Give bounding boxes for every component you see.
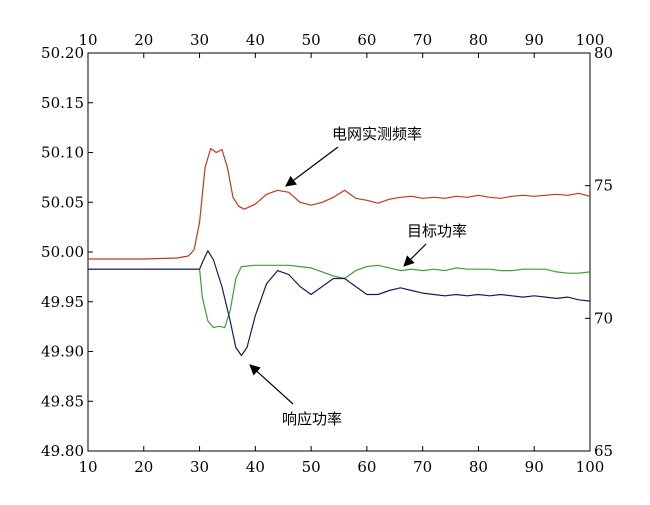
x-tick-label-bottom: 100 bbox=[576, 458, 605, 476]
x-tick-label-bottom: 50 bbox=[302, 458, 321, 476]
x-tick-label-bottom: 20 bbox=[134, 458, 153, 476]
x-tick-label-bottom: 90 bbox=[525, 458, 544, 476]
x-tick-label-bottom: 80 bbox=[469, 458, 488, 476]
annotation-response-power-arrow bbox=[249, 364, 294, 405]
y-left-tick-label: 50.10 bbox=[41, 144, 84, 162]
x-tick-label-bottom: 70 bbox=[413, 458, 432, 476]
x-tick-label-bottom: 60 bbox=[357, 458, 376, 476]
y-left-tick-label: 49.90 bbox=[41, 343, 84, 361]
bottom-x-axis: 10 20 30 40 50 60 70 80 90 100 bbox=[78, 446, 604, 476]
x-tick-label-bottom: 30 bbox=[190, 458, 209, 476]
x-tick-label-top: 20 bbox=[134, 31, 153, 49]
annotation-grid-frequency-arrow bbox=[285, 146, 339, 187]
x-tick-label-top: 60 bbox=[357, 31, 376, 49]
x-tick-label-top: 30 bbox=[190, 31, 209, 49]
y-right-tick-label: 80 bbox=[594, 44, 613, 62]
x-tick-label-top: 40 bbox=[246, 31, 265, 49]
y-left-tick-label: 50.15 bbox=[41, 94, 84, 112]
x-tick-label-top: 50 bbox=[302, 31, 321, 49]
x-tick-label-bottom: 10 bbox=[78, 458, 97, 476]
y-right-tick-label: 65 bbox=[594, 442, 613, 460]
annotation-target-power-arrow bbox=[403, 243, 427, 267]
annotation-target-power: 目标功率 bbox=[407, 222, 467, 240]
series-layer bbox=[88, 147, 591, 357]
y-left-tick-label: 49.85 bbox=[41, 392, 84, 410]
x-tick-label-top: 90 bbox=[525, 31, 544, 49]
annotation-grid-frequency: 电网实测频率 bbox=[332, 125, 422, 143]
x-tick-label-top: 70 bbox=[413, 31, 432, 49]
x-tick-label-top: 80 bbox=[469, 31, 488, 49]
plot-area-frame bbox=[87, 52, 591, 452]
y-left-tick-label: 50.20 bbox=[41, 44, 84, 62]
x-tick-label-bottom: 40 bbox=[246, 458, 265, 476]
right-y-axis: 65 70 75 80 bbox=[585, 44, 613, 460]
x-tick-label-top: 10 bbox=[78, 31, 97, 49]
left-y-axis: 49.80 49.85 49.90 49.95 50.00 50.05 50.10 50.15… bbox=[41, 44, 93, 460]
series-line-grid-frequency bbox=[88, 147, 591, 260]
x-tick-label-top: 100 bbox=[576, 31, 605, 49]
y-right-tick-label: 70 bbox=[594, 309, 613, 327]
y-left-tick-label: 49.95 bbox=[41, 293, 84, 311]
y-right-tick-label: 75 bbox=[594, 177, 613, 195]
series-line-target-power bbox=[88, 264, 591, 329]
series-line-response-power bbox=[88, 250, 591, 357]
top-x-axis: 10 20 30 40 50 60 70 80 90 100 bbox=[78, 31, 604, 58]
y-left-tick-label: 50.05 bbox=[41, 193, 84, 211]
y-left-tick-label: 50.00 bbox=[41, 243, 84, 261]
y-left-tick-label: 49.80 bbox=[41, 442, 84, 460]
annotation-response-power: 响应功率 bbox=[282, 410, 342, 428]
annotation-layer: 电网实测频率 目标功率 响应功率 bbox=[249, 125, 467, 428]
